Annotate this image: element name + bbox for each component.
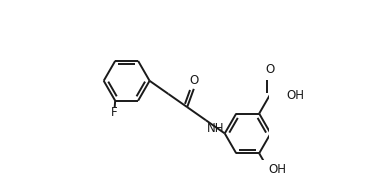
Text: OH: OH bbox=[286, 89, 304, 102]
Text: O: O bbox=[265, 63, 275, 76]
Text: O: O bbox=[189, 74, 198, 87]
Text: NH: NH bbox=[207, 122, 224, 135]
Text: OH: OH bbox=[269, 163, 287, 176]
Text: F: F bbox=[111, 106, 118, 119]
